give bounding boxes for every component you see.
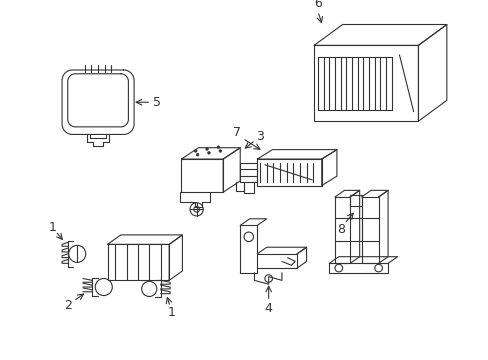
Text: 6: 6: [313, 0, 321, 10]
Circle shape: [207, 152, 210, 154]
Text: 5: 5: [153, 96, 161, 109]
Text: 1: 1: [48, 221, 57, 234]
Text: 4: 4: [264, 302, 272, 315]
Circle shape: [205, 148, 208, 150]
Text: 2: 2: [63, 298, 72, 311]
Text: 1: 1: [168, 306, 176, 319]
Text: 8: 8: [336, 223, 344, 236]
Circle shape: [194, 149, 197, 152]
Circle shape: [219, 149, 221, 152]
Circle shape: [196, 153, 199, 156]
Text: 3: 3: [256, 130, 264, 143]
Text: 7: 7: [232, 126, 240, 139]
Circle shape: [217, 146, 220, 149]
